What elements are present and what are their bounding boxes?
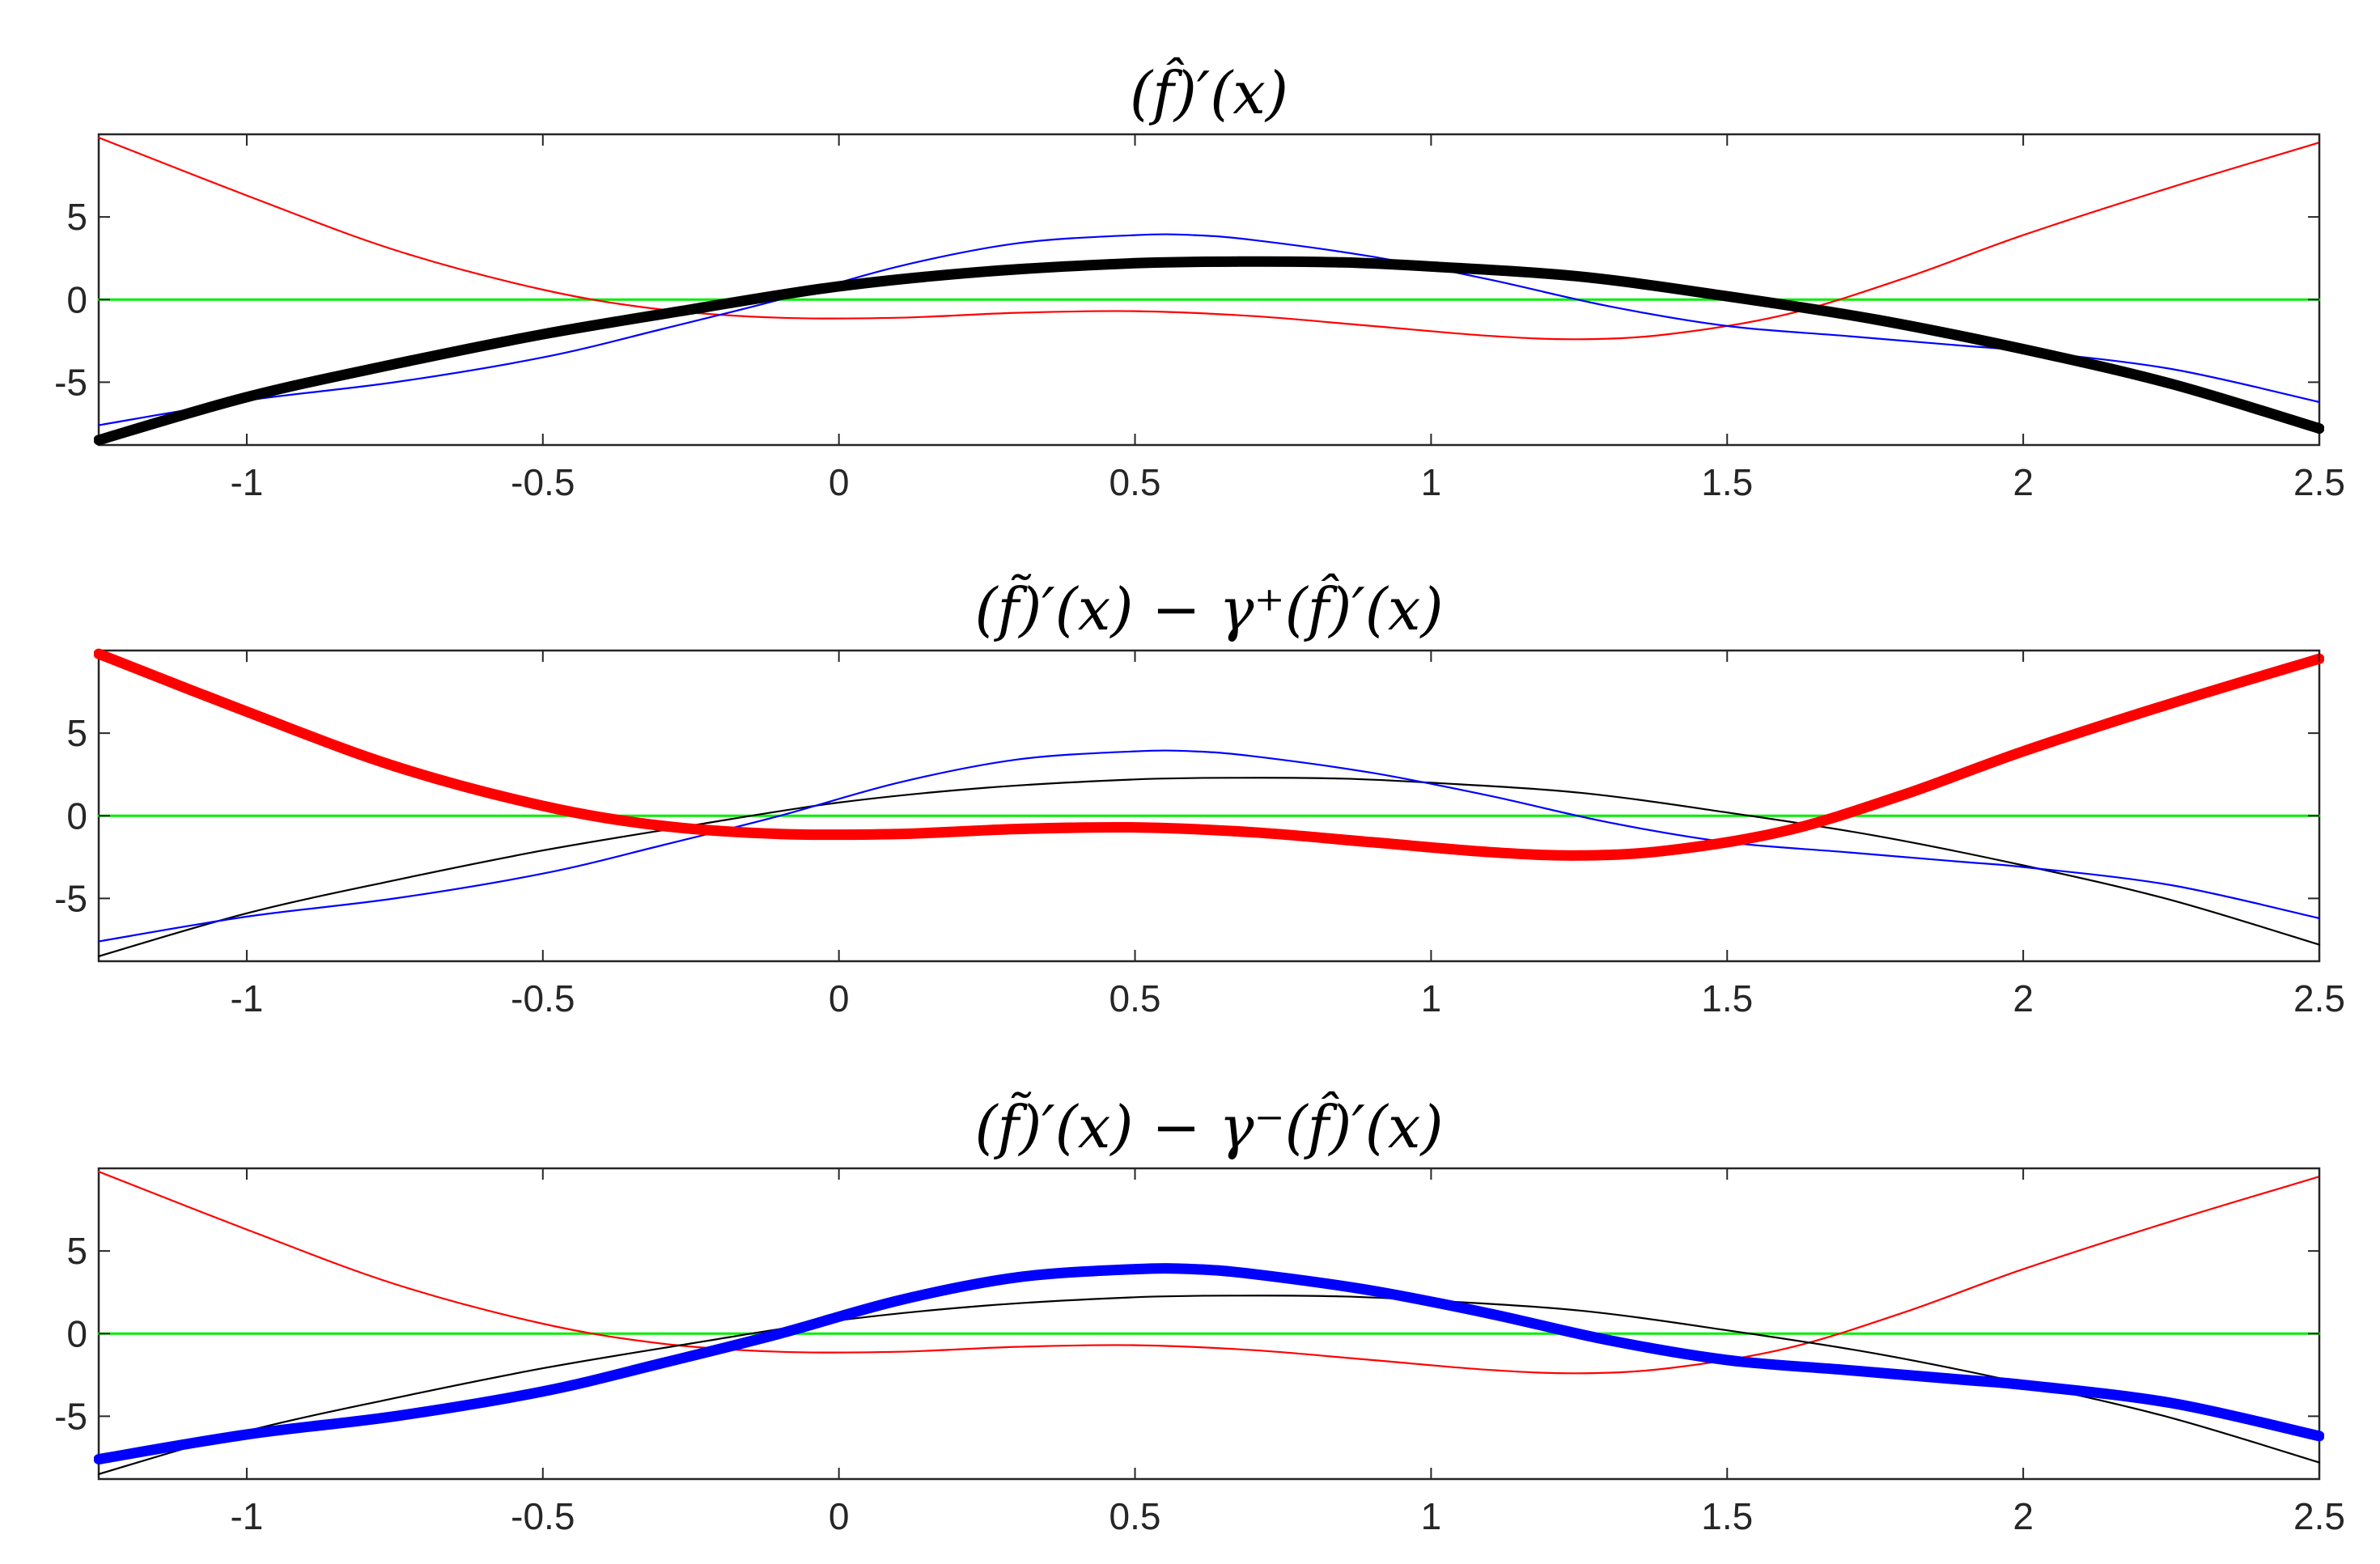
x-tick-label: 2.5: [2293, 1495, 2345, 1537]
x-tick-label: -0.5: [511, 461, 575, 503]
red-curve: [97, 137, 2321, 341]
red-curve: [97, 1171, 2321, 1375]
blue-curve-highlighted: [94, 1263, 2324, 1464]
series-group: [94, 648, 2324, 957]
blue-curve: [97, 233, 2321, 426]
blue-curve: [97, 749, 2321, 943]
black-curve: [97, 777, 2321, 957]
x-tick-label: 0.5: [1109, 977, 1161, 1019]
x-tick-label: -1: [230, 461, 263, 503]
y-tick-label: -5: [54, 361, 87, 403]
x-tick-label: 1: [1421, 1495, 1442, 1537]
y-tick-label: -5: [54, 1395, 87, 1437]
x-tick-label: 1.5: [1701, 1495, 1753, 1537]
subplot-title: (f̃)′(x) − γ⁺(f̂)′(x): [974, 572, 1443, 643]
x-tick-label: 2.5: [2293, 461, 2345, 503]
x-tick-label: -1: [230, 1495, 263, 1537]
x-tick-label: 0.5: [1109, 461, 1161, 503]
subplot-gamma-plus: (f̃)′(x) − γ⁺(f̂)′(x) -1 -0.5 0 0.5 1 1.5 2 2.5 -…: [54, 572, 2345, 1019]
x-tick-label: 2: [2013, 977, 2034, 1019]
y-tick-label: 5: [66, 712, 87, 754]
series-group: [94, 1171, 2324, 1475]
black-curve-highlighted: [94, 256, 2324, 446]
x-tick-label: 2: [2013, 1495, 2034, 1537]
axes-frame: [97, 133, 2321, 447]
y-tick-label: 0: [66, 795, 87, 837]
y-tick-label: 5: [66, 196, 87, 238]
x-tick-label: 0.5: [1109, 1495, 1161, 1537]
y-tick-label: 5: [66, 1230, 87, 1272]
red-curve-highlighted: [94, 648, 2324, 861]
x-tick-label: 2.5: [2293, 977, 2345, 1019]
black-curve: [97, 1295, 2321, 1475]
axes-frame: [97, 1167, 2321, 1481]
subplot-title: (f̃)′(x) − γ⁻(f̂)′(x): [974, 1090, 1443, 1161]
subplot-derivative-f-hat: (f̂)′(x) -1 -0.5 0 0.5 1 1.5 2 2.5 -5 0 5: [54, 56, 2345, 503]
subplot-title: (f̂)′(x): [1130, 56, 1288, 127]
series-group: [94, 137, 2324, 446]
x-tick-label: 0: [829, 461, 850, 503]
x-tick-label: 2: [2013, 461, 2034, 503]
y-tick-label: 0: [66, 1312, 87, 1354]
axes-frame: [97, 649, 2321, 963]
x-tick-label: 0: [829, 977, 850, 1019]
x-tick-label: -1: [230, 977, 263, 1019]
subplot-gamma-minus: (f̃)′(x) − γ⁻(f̂)′(x) -1 -0.5 0 0.5 1 1.5 2 2.5 -…: [54, 1090, 2345, 1537]
x-tick-label: -0.5: [511, 1495, 575, 1537]
x-tick-label: 1: [1421, 977, 1442, 1019]
y-tick-label: -5: [54, 877, 87, 919]
x-tick-label: 1.5: [1701, 461, 1753, 503]
x-tick-label: 1.5: [1701, 977, 1753, 1019]
x-tick-label: 0: [829, 1495, 850, 1537]
x-tick-label: 1: [1421, 461, 1442, 503]
y-tick-label: 0: [66, 278, 87, 320]
x-tick-label: -0.5: [511, 977, 575, 1019]
